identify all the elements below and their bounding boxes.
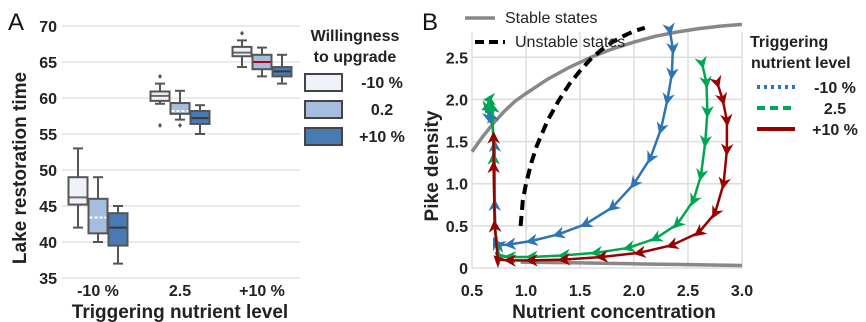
box-2-3 <box>251 46 273 78</box>
trajectory-2 <box>482 55 714 266</box>
panel-b-legend-items: -10 % 2.5 +10 % <box>757 80 858 139</box>
legend-unstable-label: Unstable states <box>515 34 625 51</box>
y-tick-label: 40 <box>39 235 57 252</box>
box-2-2 <box>169 89 191 128</box>
x-tick-label: 2.0 <box>623 283 645 300</box>
panel-b-legend-states: Stable states Unstable states <box>465 10 625 51</box>
panel-a-legend: Willingness to upgrade -10 % 0.2 +10 % <box>304 28 405 146</box>
panel-b-y-axis-label: Pike density <box>422 110 443 221</box>
panel-a-y-axis-label: Lake restoration time <box>10 72 31 264</box>
legend-swatch <box>304 100 343 119</box>
y-tick-label: 60 <box>39 91 57 108</box>
legend-swatch <box>304 73 343 92</box>
panel-b-curves <box>470 22 743 269</box>
box-1-2 <box>149 73 171 128</box>
panel-a-legend-title-line2: to upgrade <box>314 49 397 66</box>
panel-a-label: A <box>8 9 24 36</box>
x-tick-label: 3.0 <box>731 283 753 300</box>
legend-label: -10 % <box>814 80 856 97</box>
y-tick-label: 0 <box>459 261 468 278</box>
x-tick-label: 1.0 <box>515 283 537 300</box>
stable-states-lower-curve <box>520 260 743 268</box>
legend-label: +10 % <box>812 122 858 139</box>
x-tick-label: 2.5 <box>677 283 699 300</box>
y-tick-label: 65 <box>39 55 57 72</box>
box-1-3 <box>231 30 253 69</box>
panel-b-legend-title-line1: Triggering <box>750 34 828 51</box>
panel-a-boxes <box>67 30 293 265</box>
outlier-point <box>158 73 162 79</box>
y-tick-label: 50 <box>39 163 57 180</box>
x-tick-label: -10 % <box>77 283 119 300</box>
x-tick-label: 0.5 <box>461 283 483 300</box>
box-3-2 <box>189 104 211 135</box>
legend-label: 0.2 <box>371 102 393 119</box>
panel-b-gridlines <box>471 32 743 269</box>
legend-label: 2.5 <box>824 101 846 118</box>
panel-b-label: B <box>422 9 438 36</box>
box-body <box>107 212 129 247</box>
outlier-point <box>158 122 162 128</box>
y-tick-label: 2.5 <box>446 50 468 67</box>
box-1-1 <box>67 147 89 229</box>
box-body <box>67 176 89 206</box>
box-2-1 <box>87 176 109 243</box>
box-body <box>231 45 253 58</box>
trajectory-3 <box>487 74 734 269</box>
y-tick-label: 1.5 <box>446 135 468 152</box>
outlier-point <box>240 30 244 36</box>
y-tick-label: 2.0 <box>446 92 468 109</box>
y-tick-label: 55 <box>39 127 57 144</box>
legend-label: -10 % <box>361 75 403 92</box>
box-3-1 <box>107 205 129 265</box>
x-tick-label: 2.5 <box>169 283 191 300</box>
panel-b-legend-trigger: Triggering nutrient level -10 % 2.5 +10 % <box>750 34 858 139</box>
y-tick-label: 70 <box>39 19 57 36</box>
x-tick-label: 1.5 <box>569 283 591 300</box>
legend-swatch <box>304 127 343 146</box>
panel-a-x-tick-labels: -10 % 2.5 +10 % <box>77 283 285 300</box>
panel-a-legend-items: -10 % 0.2 +10 % <box>304 73 405 146</box>
legend-label: +10 % <box>359 129 405 146</box>
box-3-3 <box>271 53 293 85</box>
panel-a-y-tick-labels: 35 40 45 50 55 60 65 70 <box>39 19 57 288</box>
panel-b-line-chart: B 0 0.5 1.0 1.5 2.0 2.5 0.5 1.0 1.5 2.0 2.5 3.0 Pi… <box>422 9 858 322</box>
panel-b-x-tick-labels: 0.5 1.0 1.5 2.0 2.5 3.0 <box>461 283 753 300</box>
y-tick-label: 45 <box>39 199 57 216</box>
x-tick-label: +10 % <box>239 283 285 300</box>
box-body <box>87 197 109 235</box>
outlier-point <box>178 122 182 128</box>
panel-a-boxplot: A 35 40 45 50 55 60 65 70 -10 % 2.5 +10 % Lake re… <box>8 9 405 322</box>
panel-b-y-tick-labels: 0 0.5 1.0 1.5 2.0 2.5 <box>446 50 468 278</box>
panel-a-x-axis-label: Triggering nutrient level <box>72 302 288 322</box>
legend-stable-label: Stable states <box>505 10 598 27</box>
panel-b-x-axis-label: Nutrient concentration <box>512 302 716 322</box>
box-body <box>169 102 191 115</box>
panel-a-legend-title-line1: Willingness <box>311 28 400 45</box>
panel-b-legend-title-line2: nutrient level <box>751 55 851 72</box>
y-tick-label: 1.0 <box>446 177 468 194</box>
y-tick-label: 0.5 <box>446 219 468 236</box>
y-tick-label: 35 <box>39 271 57 288</box>
